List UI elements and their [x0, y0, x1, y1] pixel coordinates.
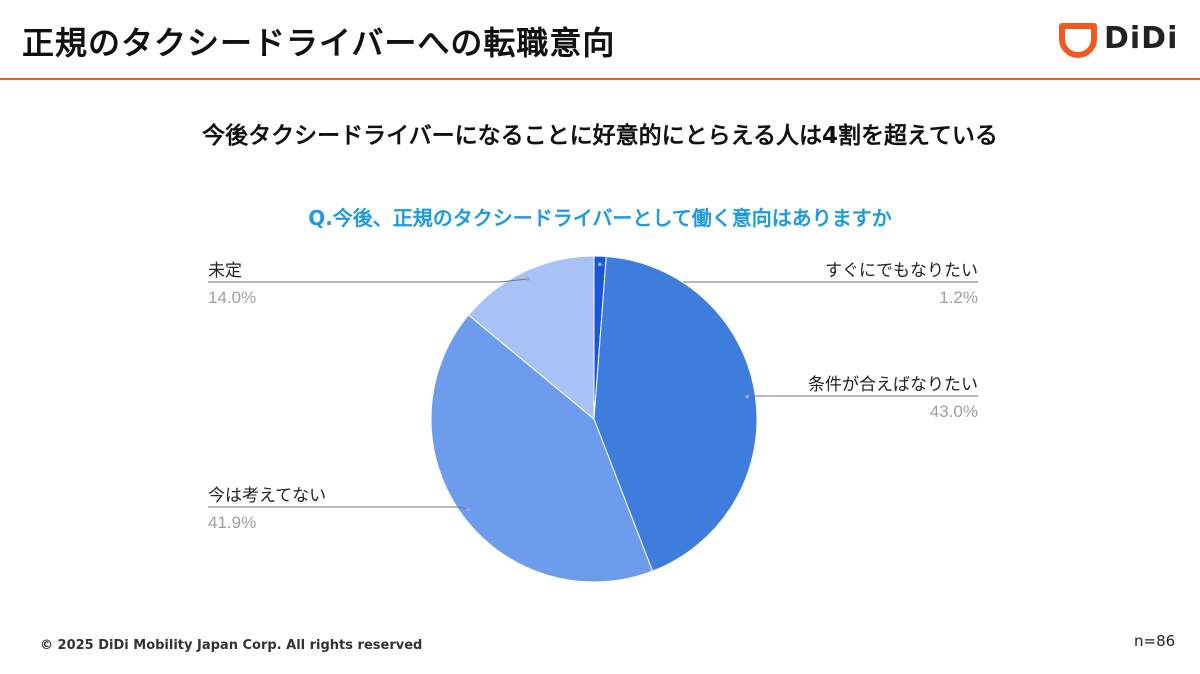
leader-dot	[466, 507, 471, 512]
slice-value-label: 41.9%	[208, 513, 256, 532]
slice-label: 未定	[208, 261, 242, 281]
slice-undecided	[467, 255, 595, 421]
logo-text: DiDi	[1104, 21, 1179, 56]
slice-value-label: 1.2%	[939, 288, 978, 307]
slice-label: 今は考えてない	[208, 486, 326, 506]
leader-dot	[598, 262, 602, 267]
slice-not-now	[430, 314, 654, 583]
slice-conditional	[593, 255, 758, 572]
slice-label: すぐにでもなりたい	[825, 261, 978, 281]
didi-logo-icon	[1059, 23, 1097, 58]
chart-question: Q.今後、正規のタクシードライバーとして働く意向はありますか	[308, 206, 892, 230]
footer-copyright: © 2025 DiDi Mobility Japan Corp. All rig…	[40, 638, 423, 653]
page-title: 正規のタクシードライバーへの転職意向	[22, 24, 616, 62]
didi-logo: DiDi	[1058, 20, 1190, 60]
leader-line	[747, 395, 978, 397]
slice-label: 条件が合えばなりたい	[808, 375, 978, 395]
header-bar: 正規のタクシードライバーへの転職意向 DiDi	[0, 0, 1200, 80]
leader-line	[208, 506, 469, 510]
sample-size: n=86	[1134, 632, 1176, 650]
leader-dot	[745, 394, 749, 399]
slice-value-label: 43.0%	[930, 402, 978, 421]
slice-value-label: 14.0%	[208, 288, 256, 307]
chart-subtitle: 今後タクシードライバーになることに好意的にとらえる人は4割を超えている	[202, 123, 998, 149]
leader-line	[208, 278, 529, 283]
leader-dot	[526, 277, 530, 281]
